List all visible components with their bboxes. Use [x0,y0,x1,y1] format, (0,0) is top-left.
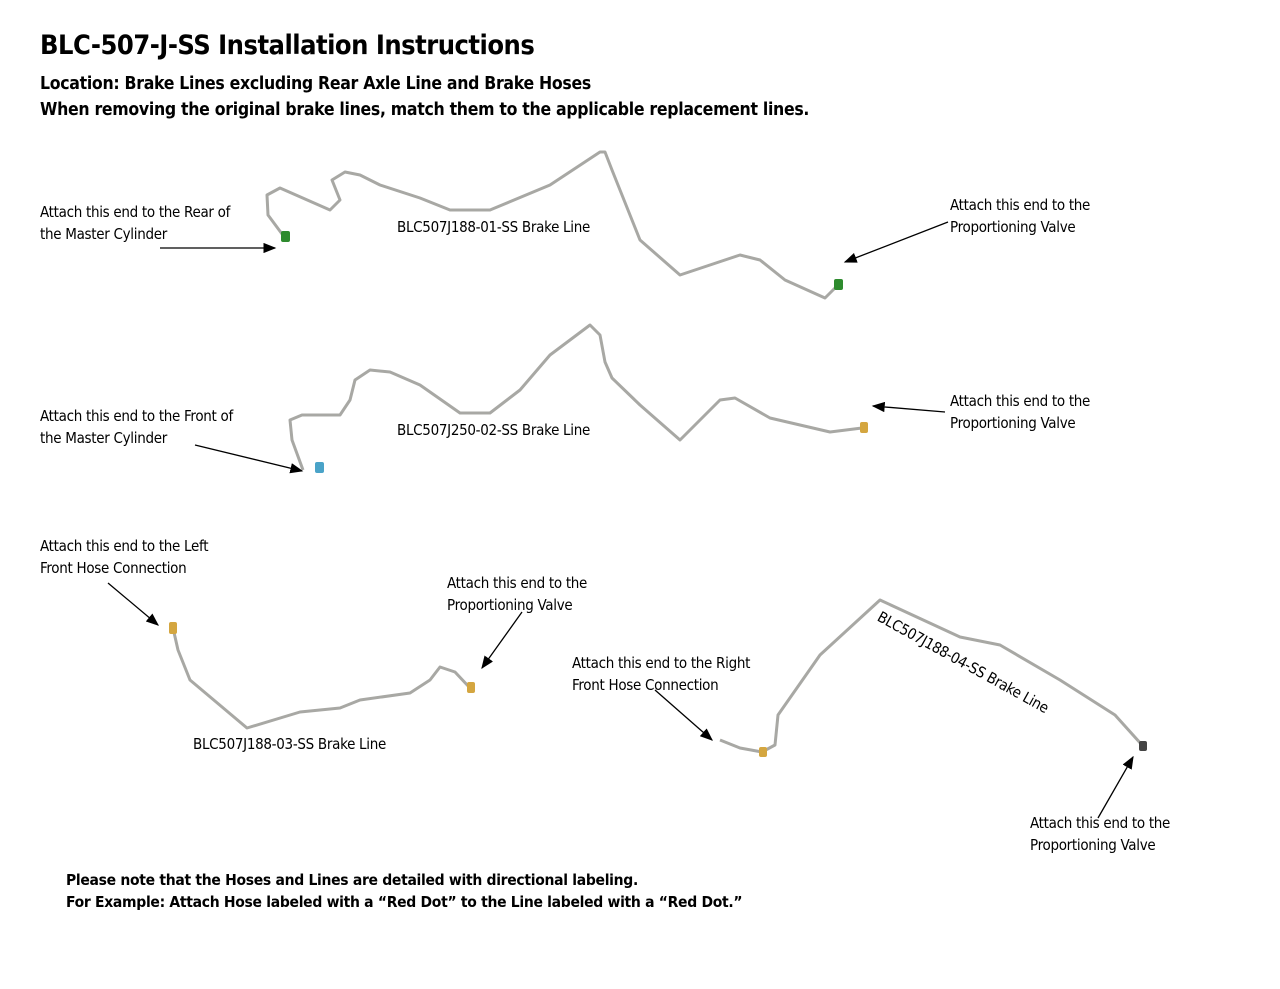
note-line-1: Please note that the Hoses and Lines are… [66,871,638,889]
arrow-line3-a [107,582,159,626]
label-text: Proportioning Valve [950,414,1076,432]
fitting-green [281,231,290,242]
brake-line-3 [171,627,472,730]
line2-end-b-label: Attach this end to the Proportioning Val… [950,390,1090,434]
label-text: the Master Cylinder [40,429,167,447]
brake-line-1 [265,150,840,300]
label-text: Attach this end to the [447,574,588,592]
fitting-brass [169,622,177,634]
arrow-line4-a [654,689,713,741]
arrow-line4-b [1097,755,1134,819]
label-text: Front Hose Connection [40,559,187,577]
label-text: Attach this end to the Right [572,654,751,672]
line3-end-a-label: Attach this end to the Left Front Hose C… [40,535,208,579]
fitting-dark [1139,741,1147,751]
label-text: Attach this end to the [950,196,1091,214]
fitting-brass [759,747,767,757]
arrow-line3-b [481,611,523,670]
label-text: the Master Cylinder [40,225,167,243]
arrow-line2-a [194,444,304,474]
line4-end-a-label: Attach this end to the Right Front Hose … [572,652,750,696]
label-text: Attach this end to the Rear of [40,203,231,221]
instruction-subtitle: When removing the original brake lines, … [40,100,810,120]
line4-end-b-label: Attach this end to the Proportioning Val… [1030,812,1170,856]
label-text: Attach this end to the [950,392,1091,410]
fitting-brass [467,682,475,693]
page-title: BLC-507-J-SS Installation Instructions [40,30,535,61]
label-text: Proportioning Valve [447,596,573,614]
line3-end-b-label: Attach this end to the Proportioning Val… [447,572,587,616]
line1-end-a-label: Attach this end to the Rear of the Maste… [40,201,230,245]
line1-end-b-label: Attach this end to the Proportioning Val… [950,194,1090,238]
line3-name: BLC507J188-03-SS Brake Line [193,735,386,753]
line2-end-a-label: Attach this end to the Front of the Mast… [40,405,233,449]
arrow-line1-b [843,221,949,263]
label-text: Attach this end to the Left [40,537,209,555]
line1-name: BLC507J188-01-SS Brake Line [397,218,590,236]
fitting-blue [315,462,324,473]
note-line-2: For Example: Attach Hose labeled with a … [66,893,743,911]
fittings [169,231,1147,757]
brake-line-4 [719,598,1144,754]
arrow-line2-b [871,401,946,413]
label-text: Front Hose Connection [572,676,719,694]
label-text: Attach this end to the Front of [40,407,233,425]
location-subtitle: Location: Brake Lines excluding Rear Axl… [40,74,591,94]
brake-line-2 [288,323,863,471]
label-text: Proportioning Valve [950,218,1076,236]
fitting-green [834,279,843,290]
label-text: Attach this end to the [1030,814,1171,832]
line2-name: BLC507J250-02-SS Brake Line [397,421,590,439]
label-text: Proportioning Valve [1030,836,1156,854]
fitting-brass [860,422,868,433]
